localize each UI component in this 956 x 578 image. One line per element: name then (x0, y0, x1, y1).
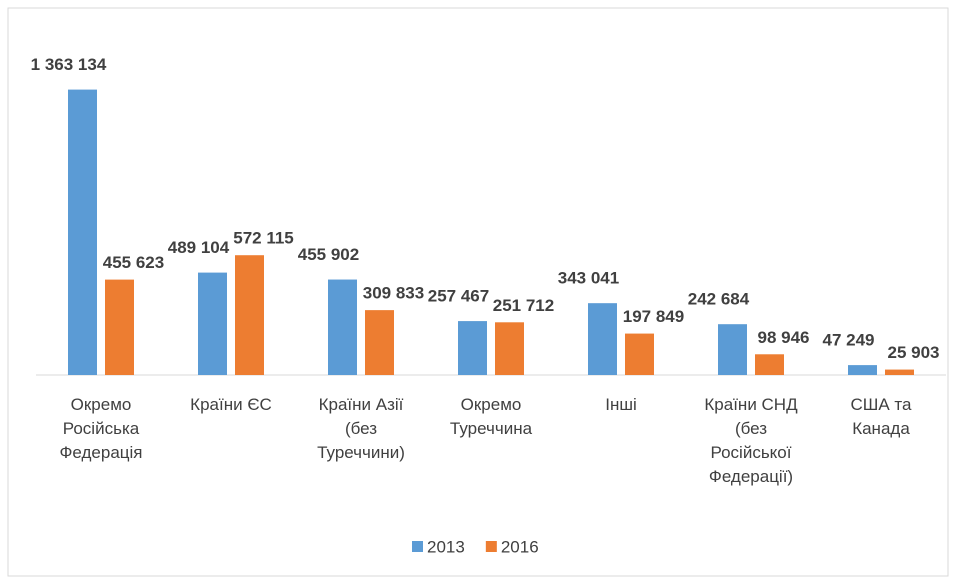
data-label: 572 115 (233, 229, 294, 248)
data-label: 1 363 134 (31, 55, 107, 74)
bar (625, 333, 654, 375)
data-label: 489 104 (168, 238, 230, 257)
bar (198, 272, 227, 375)
bar (235, 255, 264, 375)
x-tick-label: Країни ЄС (190, 395, 272, 414)
chart-border (7, 7, 949, 577)
data-label: 242 684 (688, 290, 750, 309)
data-label: 25 903 (888, 343, 940, 362)
data-label: 47 249 (823, 331, 875, 350)
data-label: 197 849 (623, 307, 684, 326)
data-label: 98 946 (758, 328, 810, 347)
data-label: 455 902 (298, 245, 359, 264)
data-label: 309 833 (363, 284, 424, 303)
x-tick-label: Країни СНД (без Російської Федерації) (704, 395, 798, 486)
bar (885, 369, 914, 375)
x-tick-label: Окремо Російська Федерація (59, 395, 143, 462)
bar (68, 89, 97, 376)
bar (718, 324, 747, 375)
bar (328, 279, 357, 375)
data-label: 455 623 (103, 253, 164, 272)
x-tick-label: Інші (605, 395, 637, 414)
legend-label: 2016 (501, 537, 539, 556)
bar (105, 279, 134, 375)
legend-swatch (412, 541, 423, 552)
x-tick-label: США та Канада (850, 395, 912, 438)
x-tick-label: Окремо Туреччина (449, 395, 533, 438)
data-label: 251 712 (493, 296, 554, 315)
bar (588, 303, 617, 375)
legend-swatch (485, 541, 497, 552)
bar (458, 321, 487, 375)
bar (365, 310, 394, 375)
bar (495, 322, 524, 375)
legend-label: 2013 (427, 537, 465, 556)
bar (755, 354, 784, 375)
data-label: 343 041 (558, 269, 619, 288)
x-tick-label: Країни Азії (без Туреччини) (317, 395, 405, 462)
data-label: 257 467 (428, 287, 489, 306)
bar (848, 365, 877, 375)
